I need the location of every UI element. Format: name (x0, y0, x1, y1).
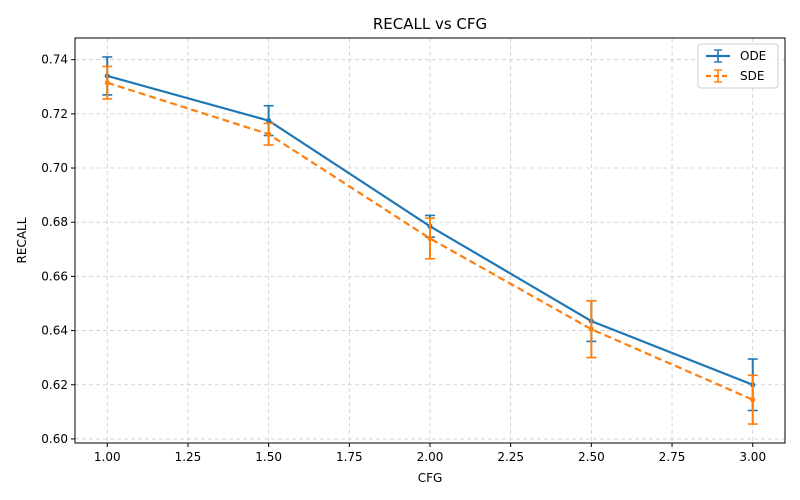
y-axis-label: RECALL (15, 217, 29, 263)
data-point (750, 397, 756, 403)
y-tick-label: 0.60 (41, 432, 68, 446)
x-tick-label: 2.75 (659, 450, 686, 464)
x-tick-label: 1.25 (175, 450, 202, 464)
data-point (427, 235, 433, 242)
series-layer (102, 56, 758, 425)
y-tick-label: 0.64 (41, 324, 68, 338)
x-tick-label: 1.50 (255, 450, 282, 464)
x-tick-label: 1.00 (94, 450, 121, 464)
x-axis: 1.00 1.25 1.50 1.75 2.00 2.25 2.50 2.75 3.00 (94, 443, 766, 464)
y-tick-label: 0.62 (41, 378, 68, 392)
data-point (588, 326, 594, 332)
y-tick-label: 0.72 (41, 107, 68, 121)
legend-label: ODE (740, 49, 766, 63)
y-tick-label: 0.68 (41, 215, 68, 229)
x-tick-label: 1.75 (336, 450, 363, 464)
data-point (104, 80, 110, 86)
chart-title: RECALL vs CFG (373, 15, 487, 33)
y-axis: 0.60 0.62 0.64 0.66 0.68 0.70 0.72 0.74 (41, 53, 75, 446)
data-point (266, 118, 272, 124)
legend-item: ODE (706, 49, 766, 63)
y-tick-label: 0.74 (41, 53, 68, 67)
x-tick-label: 2.25 (497, 450, 524, 464)
legend-label: SDE (740, 69, 764, 83)
legend-item: SDE (706, 69, 764, 83)
y-tick-label: 0.70 (41, 161, 68, 175)
legend: ODE SDE (697, 43, 779, 89)
x-tick-label: 3.00 (739, 450, 766, 464)
data-point (266, 131, 272, 137)
series-line (106, 81, 754, 401)
grid (75, 38, 785, 443)
series-sde (102, 65, 758, 425)
x-tick-label: 2.50 (578, 450, 605, 464)
x-tick-label: 2.00 (417, 450, 444, 464)
y-tick-label: 0.66 (41, 269, 68, 283)
x-axis-label: CFG (418, 471, 443, 485)
